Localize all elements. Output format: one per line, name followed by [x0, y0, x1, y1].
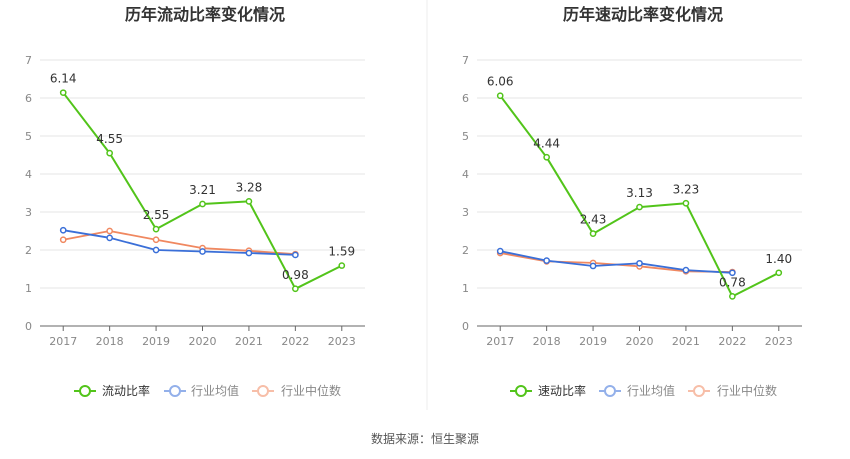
data-label: 2.55 [143, 208, 170, 222]
legend-label: 行业中位数 [717, 383, 777, 398]
data-label: 2.43 [580, 213, 607, 227]
x-tick-label: 2021 [235, 335, 263, 348]
legend-label: 行业均值 [191, 383, 239, 398]
data-point [106, 149, 113, 157]
y-tick-label: 4 [462, 168, 469, 181]
data-point [729, 269, 736, 277]
series-line [63, 229, 296, 256]
data-point [245, 249, 253, 257]
legend-marker [604, 385, 616, 397]
y-tick-label: 1 [25, 282, 32, 295]
data-point [152, 246, 160, 254]
chart-title: 历年流动比率变化情况 [125, 5, 285, 24]
y-tick-label: 7 [462, 54, 469, 67]
y-tick-label: 2 [25, 244, 32, 257]
data-point [152, 225, 160, 233]
series-line [63, 230, 296, 256]
legend-label: 速动比率 [538, 383, 586, 398]
x-tick-label: 2018 [533, 335, 561, 348]
x-tick-label: 2019 [142, 335, 170, 348]
data-point [245, 198, 253, 205]
data-point [496, 92, 504, 100]
chart-panel-1: 历年流动比率变化情况 0 1 2 3 4 5 6 7 2017 2018 2019 2020 2021 20… [25, 5, 365, 398]
x-tick-label: 2023 [328, 335, 356, 348]
data-point [59, 89, 67, 97]
y-tick-label: 0 [25, 320, 32, 333]
data-label: 0.78 [719, 275, 746, 289]
x-tick-label: 2020 [189, 335, 217, 348]
data-point [292, 285, 299, 293]
chart-title: 历年速动比率变化情况 [563, 5, 723, 24]
legend-label: 行业均值 [627, 383, 675, 398]
y-tick-label: 6 [25, 92, 32, 105]
data-point [543, 257, 550, 264]
legend-label: 行业中位数 [281, 383, 341, 398]
data-label: 3.13 [626, 186, 653, 200]
data-point [59, 236, 67, 244]
data-point [106, 234, 113, 242]
y-tick-label: 4 [25, 168, 32, 181]
y-tick-label: 3 [462, 206, 469, 219]
y-tick-label: 7 [25, 54, 32, 67]
chart-panel-2: 历年速动比率变化情况 0 1 2 3 4 5 6 7 2017 2018 2019 2020 2021 20… [462, 5, 802, 398]
data-point [199, 200, 206, 208]
data-point [292, 251, 299, 259]
y-tick-label: 5 [25, 130, 32, 143]
data-point [59, 226, 67, 234]
y-tick-label: 6 [462, 92, 469, 105]
series-line [500, 252, 733, 273]
data-label: 6.14 [50, 72, 77, 86]
x-tick-label: 2018 [96, 335, 124, 348]
data-label: 4.44 [533, 136, 560, 150]
data-point [543, 153, 550, 161]
x-tick-label: 2017 [486, 335, 514, 348]
source-label: 数据来源：恒生聚源 [370, 432, 479, 446]
data-point [496, 247, 504, 255]
data-point [729, 293, 736, 300]
x-tick-label: 2017 [49, 335, 77, 348]
data-point [682, 199, 690, 207]
data-point [775, 269, 783, 277]
data-point [106, 227, 113, 235]
y-tick-label: 0 [462, 320, 469, 333]
legend-marker [693, 385, 705, 397]
data-point [199, 248, 206, 255]
data-label: 3.28 [236, 180, 263, 194]
data-point [636, 259, 643, 267]
data-label: 0.98 [282, 268, 309, 282]
data-label: 6.06 [487, 75, 514, 89]
legend-marker [257, 385, 269, 397]
data-point [682, 266, 690, 274]
data-point [589, 230, 597, 238]
y-tick-label: 5 [462, 130, 469, 143]
data-point [589, 262, 597, 270]
legend-marker [79, 385, 91, 397]
x-tick-label: 2023 [765, 335, 793, 348]
y-tick-label: 1 [462, 282, 469, 295]
y-tick-label: 2 [462, 244, 469, 257]
data-label: 1.40 [765, 252, 792, 266]
x-tick-label: 2020 [626, 335, 654, 348]
x-tick-label: 2022 [718, 335, 746, 348]
series-line [500, 250, 733, 274]
x-tick-label: 2021 [672, 335, 700, 348]
data-label: 3.23 [673, 182, 700, 196]
data-point [338, 262, 346, 269]
data-point [152, 236, 160, 244]
x-tick-label: 2019 [579, 335, 607, 348]
legend-marker [169, 385, 181, 397]
legend-marker [515, 385, 527, 397]
x-tick-label: 2022 [281, 335, 309, 348]
y-tick-label: 3 [25, 206, 32, 219]
data-label: 3.21 [189, 183, 216, 197]
legend-label: 流动比率 [102, 383, 150, 398]
data-label: 1.59 [328, 245, 355, 259]
data-label: 4.55 [96, 132, 123, 146]
data-point [636, 203, 643, 211]
